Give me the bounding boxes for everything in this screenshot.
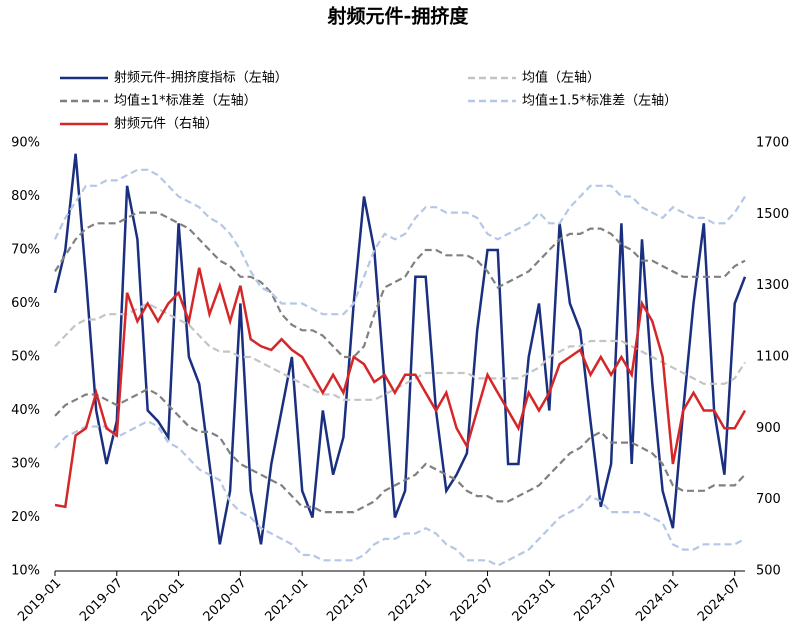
legend-label: 射频元件（右轴）	[114, 116, 218, 132]
y2-tick-label: 500	[756, 564, 781, 579]
y-tick-label: 50%	[11, 350, 40, 365]
series-line	[54, 387, 746, 514]
y2-tick-label: 700	[756, 492, 781, 507]
y-tick-label: 80%	[11, 189, 40, 204]
series-line	[54, 302, 746, 401]
series-line	[54, 168, 746, 316]
x-tick-label: 2023-01	[510, 576, 559, 625]
x-tick-label: 2024-01	[633, 576, 682, 625]
y2-tick-label: 1300	[756, 278, 789, 293]
y-tick-label: 10%	[11, 564, 40, 579]
y2-tick-label: 1100	[756, 350, 789, 365]
x-tick-label: 2023-07	[571, 576, 620, 625]
legend-label: 均值±1.5*标准差（左轴）	[522, 93, 677, 109]
x-tick-label: 2021-01	[262, 576, 311, 625]
series-line	[54, 267, 747, 509]
y2-tick-label: 1700	[756, 136, 789, 151]
y-tick-label: 20%	[11, 510, 40, 525]
chart-title: 射频元件-拥挤度	[327, 5, 470, 28]
x-tick-label: 2022-07	[448, 576, 497, 625]
y-tick-label: 40%	[11, 403, 40, 418]
x-tick-label: 2019-07	[77, 576, 126, 625]
legend-label: 均值±1*标准差（左轴）	[114, 93, 257, 109]
y-tick-label: 30%	[11, 457, 40, 472]
series-line	[54, 211, 746, 359]
x-tick-label: 2019-01	[15, 576, 64, 625]
series-line	[53, 153, 747, 545]
y-tick-label: 90%	[11, 136, 40, 151]
x-tick-label: 2020-01	[139, 576, 188, 625]
legend-label: 均值（左轴）	[522, 70, 600, 86]
y2-tick-label: 1500	[756, 207, 789, 222]
y-tick-label: 60%	[11, 296, 40, 311]
y-tick-label: 70%	[11, 243, 40, 258]
legend-label: 射频元件-拥挤度指标（左轴）	[114, 70, 288, 86]
x-tick-label: 2021-07	[324, 576, 373, 625]
x-tick-label: 2024-07	[695, 576, 744, 625]
x-tick-label: 2020-07	[201, 576, 250, 625]
y2-tick-label: 900	[756, 421, 781, 436]
series-line	[54, 419, 746, 567]
x-tick-label: 2022-01	[386, 576, 435, 625]
